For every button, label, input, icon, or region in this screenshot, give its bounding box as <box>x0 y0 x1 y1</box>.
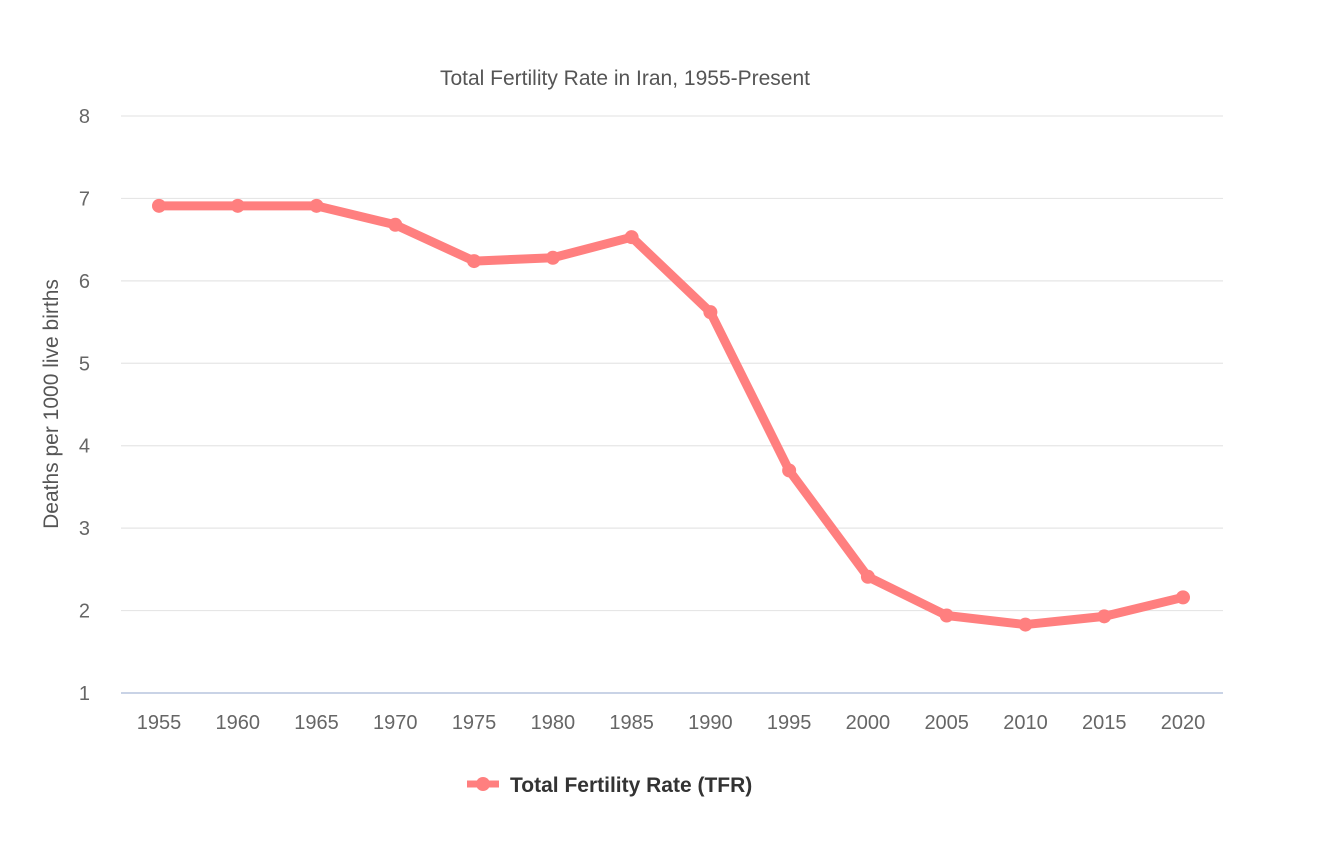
data-point[interactable] <box>703 305 718 320</box>
data-point[interactable] <box>467 254 482 269</box>
x-tick-label: 2015 <box>1082 712 1127 734</box>
data-point[interactable] <box>230 198 245 213</box>
series-group <box>152 198 1190 632</box>
y-tick-label: 1 <box>79 683 90 705</box>
x-tick-label: 1965 <box>294 712 339 734</box>
y-axis-ticks: 1 2 3 4 5 6 7 8 <box>79 106 90 705</box>
y-tick-label: 4 <box>79 436 90 458</box>
x-tick-label: 1980 <box>531 712 576 734</box>
legend-swatch-marker <box>476 777 490 791</box>
data-point[interactable] <box>1176 590 1190 605</box>
x-tick-label: 2010 <box>1003 712 1048 734</box>
legend[interactable]: Total Fertility Rate (TFR) <box>467 774 752 797</box>
data-point[interactable] <box>782 463 797 478</box>
x-tick-label: 1975 <box>452 712 497 734</box>
y-tick-label: 8 <box>79 106 90 128</box>
x-tick-label: 2000 <box>846 712 891 734</box>
data-point[interactable] <box>1097 609 1112 624</box>
y-tick-label: 2 <box>79 601 90 623</box>
y-tick-label: 6 <box>79 271 90 293</box>
x-tick-label: 1995 <box>767 712 812 734</box>
data-point[interactable] <box>860 569 875 584</box>
data-point[interactable] <box>309 198 324 213</box>
y-tick-label: 3 <box>79 518 90 540</box>
series-line[interactable] <box>154 201 1188 630</box>
data-point[interactable] <box>152 198 166 213</box>
data-point[interactable] <box>1018 617 1033 632</box>
x-tick-label: 1985 <box>609 712 654 734</box>
chart-title: Total Fertility Rate in Iran, 1955-Prese… <box>440 67 810 90</box>
x-tick-label: 1960 <box>216 712 261 734</box>
data-point[interactable] <box>939 608 954 623</box>
legend-label[interactable]: Total Fertility Rate (TFR) <box>510 774 752 797</box>
x-axis-ticks: 1955 1960 1965 1970 1975 1980 1985 1990 1995 2000… <box>137 712 1206 734</box>
y-tick-label: 7 <box>79 188 90 210</box>
x-tick-label: 2005 <box>924 712 969 734</box>
x-tick-label: 1990 <box>688 712 733 734</box>
data-point[interactable] <box>624 230 639 245</box>
y-axis-title: Deaths per 1000 live births <box>40 279 63 529</box>
x-tick-label: 2020 <box>1161 712 1206 734</box>
x-tick-label: 1970 <box>373 712 418 734</box>
x-tick-label: 1955 <box>137 712 182 734</box>
data-point[interactable] <box>388 217 403 232</box>
y-tick-label: 5 <box>79 353 90 375</box>
data-point[interactable] <box>545 250 560 265</box>
